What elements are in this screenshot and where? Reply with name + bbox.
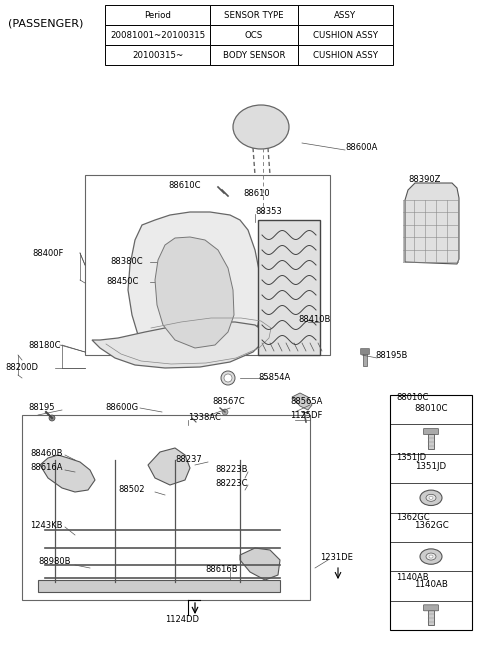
Polygon shape (148, 448, 190, 485)
Bar (105, 25, 210, 45)
Circle shape (222, 409, 228, 415)
Text: 88600A: 88600A (345, 144, 377, 153)
Text: 88223B: 88223B (215, 466, 248, 475)
Text: 88450C: 88450C (106, 278, 138, 287)
Text: OCS: OCS (245, 31, 263, 39)
Text: 1140AB: 1140AB (396, 573, 429, 582)
Text: 1124DD: 1124DD (165, 616, 199, 624)
Text: SENSOR TYPE: SENSOR TYPE (224, 10, 284, 20)
Text: 1125DF: 1125DF (290, 411, 323, 421)
Text: 88980B: 88980B (38, 558, 71, 567)
Ellipse shape (420, 549, 442, 564)
Text: 88400F: 88400F (32, 249, 63, 257)
Text: 1362GC: 1362GC (396, 513, 430, 522)
Bar (363, 352, 367, 366)
Text: (PASSENGER): (PASSENGER) (8, 18, 84, 28)
Text: 85854A: 85854A (258, 372, 290, 381)
Bar (210, 45, 298, 65)
Polygon shape (128, 212, 262, 363)
Text: 88380C: 88380C (110, 257, 143, 266)
Text: BODY SENSOR: BODY SENSOR (223, 50, 285, 59)
Polygon shape (155, 237, 234, 348)
Text: 1351JD: 1351JD (415, 462, 446, 471)
Bar (298, 5, 393, 25)
Ellipse shape (426, 553, 436, 560)
Ellipse shape (426, 494, 436, 502)
Bar (85, 175, 330, 355)
Text: ASSY: ASSY (335, 10, 357, 20)
Text: 88200D: 88200D (5, 364, 38, 372)
Text: 88223C: 88223C (215, 479, 248, 488)
Text: CUSHION ASSY: CUSHION ASSY (313, 50, 378, 59)
Circle shape (49, 415, 55, 421)
Text: 1231DE: 1231DE (320, 554, 353, 562)
Polygon shape (92, 322, 265, 368)
Bar (258, 220, 320, 355)
Text: 1243KB: 1243KB (30, 520, 62, 530)
Circle shape (224, 374, 232, 382)
Text: 88616A: 88616A (30, 464, 62, 473)
Text: CUSHION ASSY: CUSHION ASSY (313, 31, 378, 39)
Text: 1140AB: 1140AB (414, 580, 448, 589)
Text: 20100315~: 20100315~ (132, 50, 183, 59)
Text: 20081001~20100315: 20081001~20100315 (110, 31, 205, 39)
Text: 88460B: 88460B (30, 449, 62, 458)
Text: 88610: 88610 (243, 189, 270, 197)
Polygon shape (292, 393, 312, 410)
Bar (428, 434, 434, 449)
FancyBboxPatch shape (423, 428, 439, 434)
Polygon shape (240, 548, 280, 580)
Text: 1338AC: 1338AC (188, 413, 221, 422)
Polygon shape (405, 183, 459, 264)
Ellipse shape (420, 490, 442, 505)
Text: 88565A: 88565A (290, 396, 323, 406)
Ellipse shape (429, 555, 433, 558)
Bar (210, 25, 298, 45)
Text: 88195B: 88195B (375, 351, 408, 360)
Text: 88353: 88353 (255, 208, 282, 217)
FancyBboxPatch shape (360, 349, 370, 355)
Text: 88410B: 88410B (298, 315, 330, 325)
Text: 1362GC: 1362GC (414, 521, 448, 530)
Text: 88195: 88195 (28, 404, 55, 413)
Text: 88502: 88502 (118, 485, 144, 494)
Bar (298, 45, 393, 65)
Bar (210, 5, 298, 25)
Text: 88237: 88237 (175, 456, 202, 464)
Text: 88610C: 88610C (168, 180, 201, 189)
Text: 1351JD: 1351JD (396, 453, 426, 462)
Bar (105, 5, 210, 25)
Text: 88180C: 88180C (28, 340, 60, 349)
Bar (428, 611, 434, 626)
Bar (22, 415, 310, 600)
Bar (390, 395, 472, 630)
Ellipse shape (233, 105, 289, 149)
Circle shape (221, 371, 235, 385)
Text: 88616B: 88616B (205, 565, 238, 575)
Ellipse shape (429, 496, 433, 500)
Bar (105, 45, 210, 65)
Text: 88567C: 88567C (212, 396, 245, 406)
Text: 88010C: 88010C (396, 394, 428, 402)
Text: 88010C: 88010C (414, 404, 448, 413)
Text: 88600G: 88600G (105, 404, 138, 413)
Text: 88390Z: 88390Z (408, 176, 440, 185)
Bar (298, 25, 393, 45)
Text: Period: Period (144, 10, 171, 20)
FancyBboxPatch shape (423, 605, 439, 611)
Polygon shape (40, 455, 95, 492)
Polygon shape (38, 580, 280, 592)
